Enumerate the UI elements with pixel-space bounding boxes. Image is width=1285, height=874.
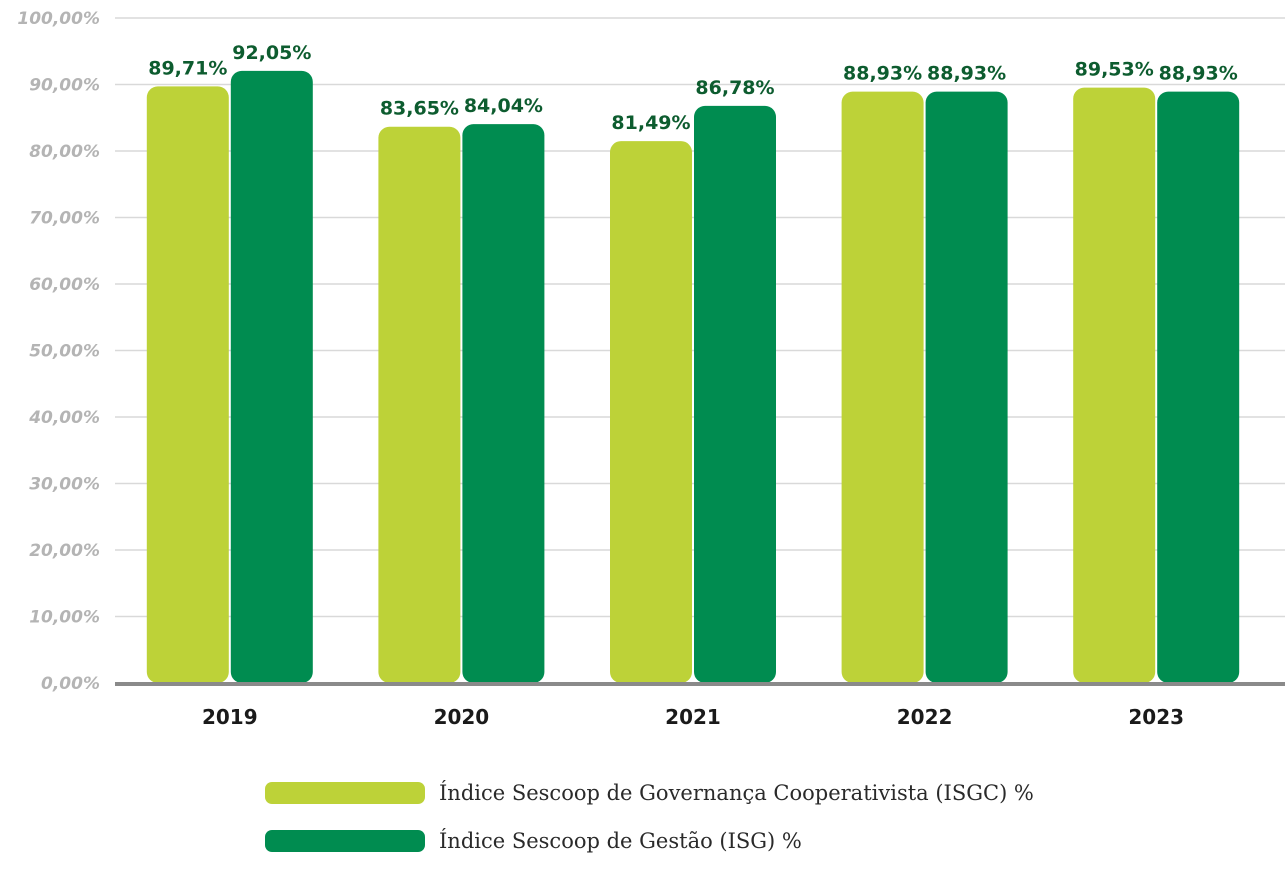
legend: Índice Sescoop de Governança Cooperativi…: [265, 778, 1034, 874]
data-label: 89,71%: [148, 57, 227, 79]
bar-isgc-2022: [841, 91, 924, 684]
bar-isgc-2020: [378, 126, 461, 684]
legend-label-isg: Índice Sescoop de Gestão (ISG) %: [439, 829, 802, 853]
y-axis: 0,00% 10,00% 20,00% 30,00% 40,00% 50,00% 60,00…: [17, 9, 100, 694]
data-label: 88,93%: [843, 63, 922, 85]
legend-swatch-isgc: [265, 782, 425, 804]
data-labels: 89,71%92,05% 83,65% 84,04% 81,49%86,78% 88,9…: [148, 42, 1238, 134]
bar-isg-2021: [694, 105, 776, 683]
x-axis: 2019 2020 2021 2022 2023: [202, 705, 1184, 729]
data-label: 89,53%: [1075, 59, 1154, 81]
x-tick-label: 2020: [434, 705, 490, 729]
data-label: 81,49%: [611, 112, 690, 134]
data-label: 84,04%: [464, 95, 543, 117]
bar-chart: 0,00% 10,00% 20,00% 30,00% 40,00% 50,00% 60,00…: [17, 9, 1285, 729]
data-label: 83,65%: [380, 98, 459, 120]
bars: [146, 70, 1240, 684]
y-tick-label: 40,00%: [28, 408, 100, 428]
bar-isg-2020: [462, 124, 545, 683]
bar-isg-2019: [230, 70, 313, 684]
x-tick-label: 2023: [1128, 705, 1184, 729]
bar-isg-2023: [1157, 91, 1240, 684]
data-label: 88,93%: [1159, 63, 1238, 85]
legend-swatch-isg: [265, 830, 425, 852]
y-tick-label: 20,00%: [29, 541, 100, 561]
legend-item-isgc: Índice Sescoop de Governança Cooperativi…: [265, 778, 1034, 808]
bar-isgc-2021: [610, 141, 692, 684]
x-tick-label: 2021: [665, 705, 721, 729]
data-label: 88,93%: [927, 63, 1006, 85]
data-label: 86,78%: [695, 77, 774, 99]
data-label: 92,05%: [232, 42, 311, 64]
bar-isg-2022: [925, 91, 1008, 684]
bar-isgc-2023: [1073, 87, 1156, 684]
x-tick-label: 2019: [202, 705, 258, 729]
y-tick-label: 100,00%: [17, 9, 100, 29]
y-tick-label: 10,00%: [29, 608, 100, 628]
legend-item-isg: Índice Sescoop de Gestão (ISG) %: [265, 826, 1034, 856]
y-tick-label: 50,00%: [29, 342, 100, 362]
x-tick-label: 2022: [897, 705, 953, 729]
y-tick-label: 0,00%: [41, 674, 100, 694]
y-tick-label: 80,00%: [29, 142, 100, 162]
y-tick-label: 90,00%: [29, 76, 100, 96]
legend-label-isgc: Índice Sescoop de Governança Cooperativi…: [439, 781, 1034, 805]
y-tick-label: 60,00%: [29, 275, 100, 295]
bar-isgc-2019: [146, 86, 229, 684]
y-tick-label: 30,00%: [29, 475, 100, 495]
y-tick-label: 70,00%: [29, 209, 100, 229]
